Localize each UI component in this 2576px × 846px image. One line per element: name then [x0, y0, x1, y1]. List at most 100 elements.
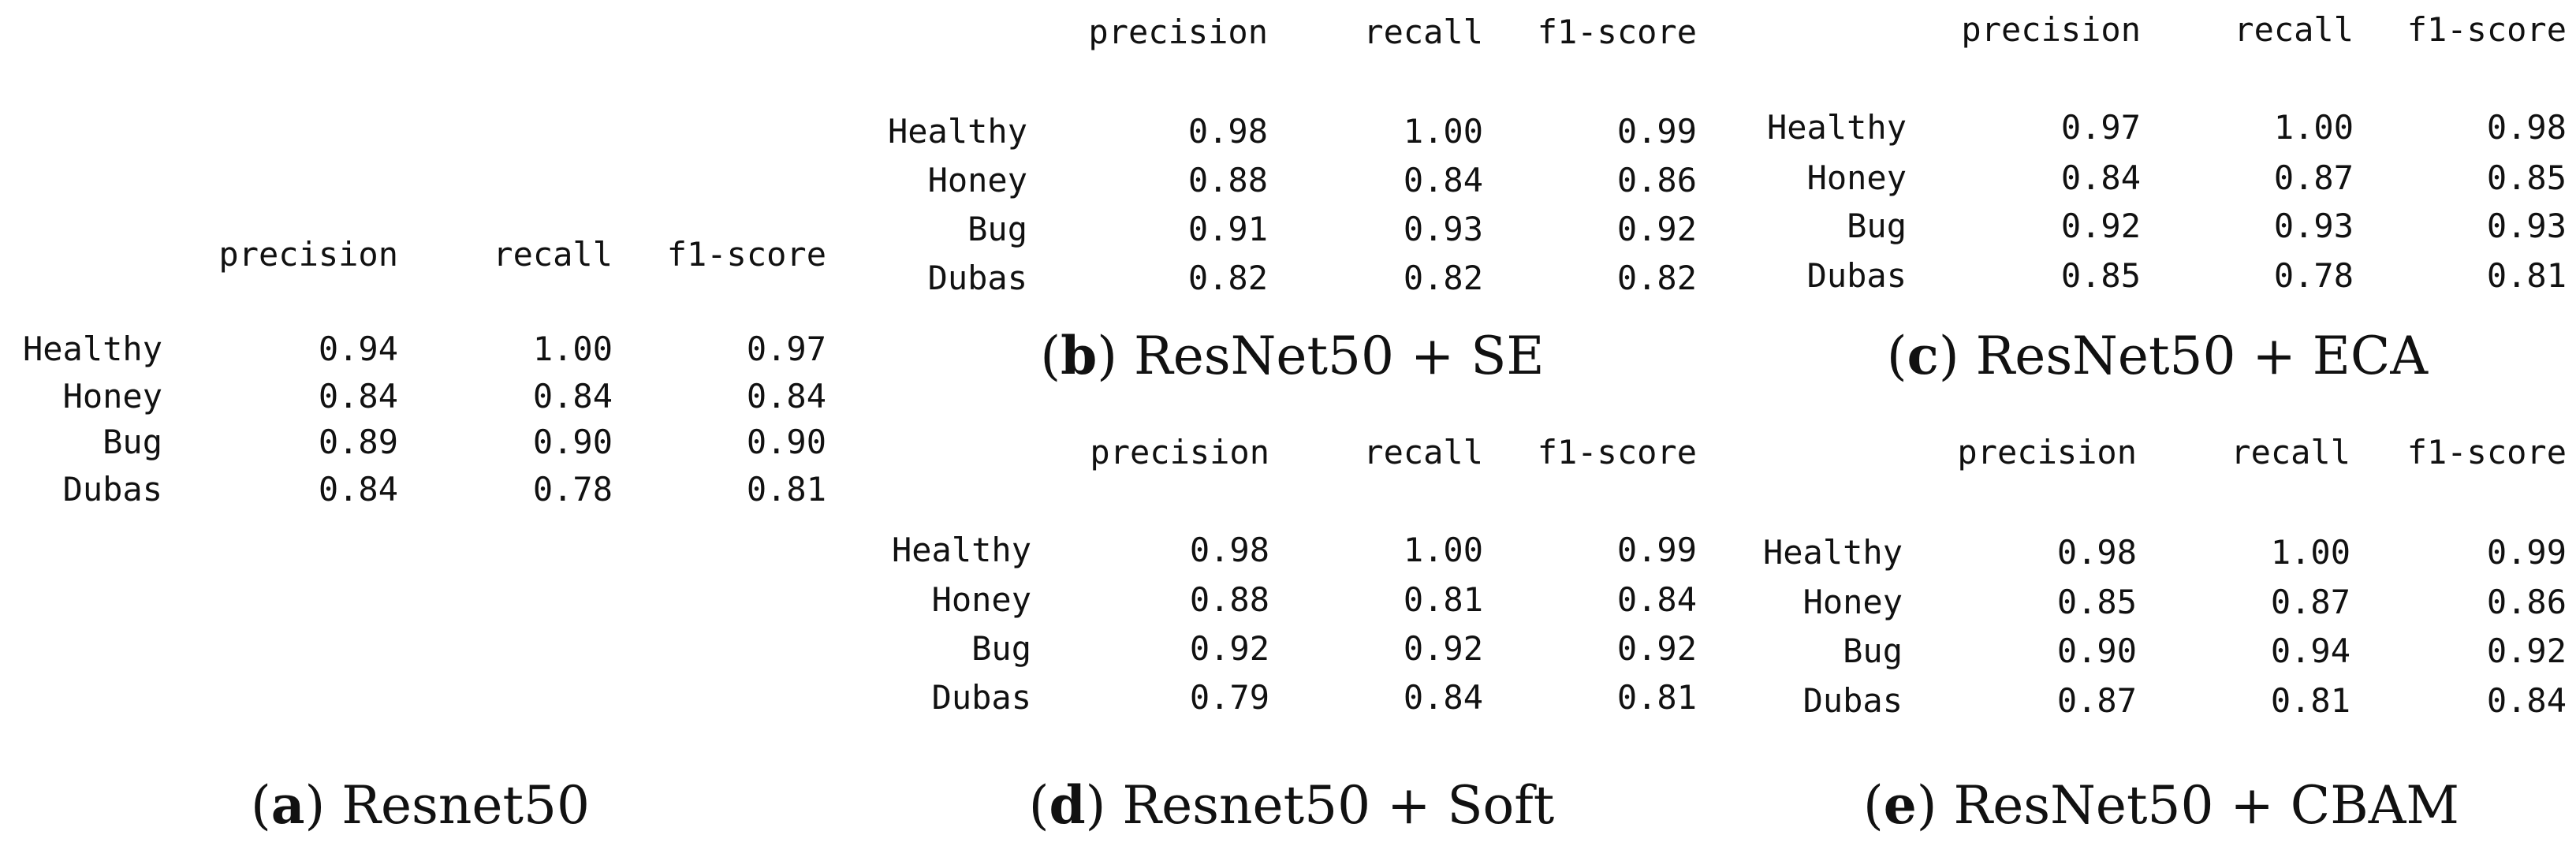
caption-letter: e	[1883, 774, 1917, 836]
column-header-recall: recall	[2231, 433, 2350, 471]
metric-value: 0.98	[2486, 108, 2567, 147]
metric-value: 0.97	[2060, 108, 2141, 147]
column-header-f1-score: f1-score	[2406, 10, 2567, 49]
column-header-f1-score: f1-score	[1537, 433, 1697, 471]
metric-value: 0.84	[1616, 580, 1697, 619]
column-header-f1-score: f1-score	[1537, 13, 1697, 51]
row-label-honey: Honey	[1802, 583, 1903, 621]
row-label-healthy: Healthy	[1762, 533, 1903, 572]
column-header-recall: recall	[1363, 13, 1483, 51]
caption-letter: d	[1049, 774, 1086, 836]
metric-value: 0.82	[1616, 259, 1697, 297]
metric-value: 0.98	[2056, 533, 2137, 572]
metric-value: 0.78	[532, 470, 613, 509]
row-label-honey: Honey	[927, 161, 1027, 199]
metric-value: 0.88	[1187, 161, 1268, 199]
row-label-bug: Bug	[1847, 207, 1907, 245]
metric-value: 0.84	[1403, 161, 1483, 199]
caption-letter: a	[270, 774, 305, 836]
row-label-honey: Honey	[1806, 158, 1907, 197]
metric-value: 0.94	[318, 330, 398, 368]
metric-value: 1.00	[2273, 108, 2354, 147]
metric-value: 0.86	[1616, 161, 1697, 199]
metric-value: 0.81	[746, 470, 826, 509]
metric-value: 0.93	[1403, 210, 1483, 248]
row-label-healthy: Healthy	[887, 112, 1027, 151]
column-header-precision: precision	[1957, 433, 2137, 471]
metric-value: 0.85	[2486, 158, 2567, 197]
metric-value: 0.82	[1187, 259, 1268, 297]
column-header-f1-score: f1-score	[2406, 433, 2567, 471]
panel-caption-a: (a) Resnet50	[251, 774, 590, 836]
metric-value: 0.81	[1616, 678, 1697, 717]
metric-value: 0.92	[1189, 629, 1269, 668]
column-header-recall: recall	[1363, 433, 1483, 471]
caption-text: Resnet50	[341, 775, 590, 836]
row-label-bug: Bug	[967, 210, 1027, 248]
metric-value: 0.86	[2486, 583, 2567, 621]
metric-value: 0.79	[1189, 678, 1269, 717]
metric-value: 0.90	[532, 423, 613, 461]
metric-value: 0.93	[2486, 207, 2567, 245]
metric-value: 0.87	[2273, 158, 2354, 197]
row-label-dubas: Dubas	[927, 259, 1027, 297]
metric-value: 1.00	[1403, 112, 1483, 151]
metric-value: 1.00	[1403, 531, 1483, 569]
metric-value: 0.81	[2270, 681, 2350, 720]
row-label-honey: Honey	[62, 377, 162, 416]
panel-caption-e: (e) ResNet50 + CBAM	[1863, 774, 2459, 836]
metric-value: 0.98	[1187, 112, 1268, 151]
metric-value: 0.85	[2056, 583, 2137, 621]
caption-text: ResNet50 + SE	[1134, 326, 1545, 386]
row-label-healthy: Healthy	[1766, 108, 1907, 147]
row-label-honey: Honey	[931, 580, 1031, 619]
column-header-precision: precision	[1961, 10, 2141, 49]
metric-value: 0.99	[1616, 531, 1697, 569]
metric-value: 0.97	[746, 330, 826, 368]
row-label-dubas: Dubas	[1806, 256, 1907, 295]
caption-text: ResNet50 + CBAM	[1953, 775, 2459, 836]
metric-value: 0.99	[2486, 533, 2567, 572]
metric-value: 0.88	[1189, 580, 1269, 619]
row-label-healthy: Healthy	[22, 330, 162, 368]
caption-letter: b	[1061, 325, 1098, 386]
metric-value: 0.87	[2270, 583, 2350, 621]
caption-text: Resnet50 + Soft	[1122, 775, 1555, 836]
row-label-healthy: Healthy	[891, 531, 1031, 569]
metric-value: 1.00	[532, 330, 613, 368]
column-header-recall: recall	[2234, 10, 2354, 49]
column-header-f1-score: f1-score	[666, 235, 826, 274]
metric-value: 0.91	[1187, 210, 1268, 248]
metric-value: 0.85	[2060, 256, 2141, 295]
metric-value: 0.90	[2056, 632, 2137, 670]
metric-value: 0.78	[2273, 256, 2354, 295]
column-header-precision: precision	[1088, 13, 1268, 51]
row-label-bug: Bug	[1843, 632, 1903, 670]
metric-value: 0.99	[1616, 112, 1697, 151]
metric-value: 0.84	[318, 377, 398, 416]
metric-value: 0.84	[318, 470, 398, 509]
metric-value: 1.00	[2270, 533, 2350, 572]
panel-caption-d: (d) Resnet50 + Soft	[1028, 774, 1555, 836]
metric-value: 0.93	[2273, 207, 2354, 245]
metric-value: 0.92	[2060, 207, 2141, 245]
metric-value: 0.82	[1403, 259, 1483, 297]
metric-value: 0.92	[1616, 629, 1697, 668]
metric-value: 0.81	[1403, 580, 1483, 619]
row-label-bug: Bug	[103, 423, 162, 461]
metric-value: 0.92	[1403, 629, 1483, 668]
caption-text: ResNet50 + ECA	[1975, 326, 2429, 386]
metric-value: 0.84	[2486, 681, 2567, 720]
metric-value: 0.84	[2060, 158, 2141, 197]
metric-value: 0.98	[1189, 531, 1269, 569]
metric-value: 0.81	[2486, 256, 2567, 295]
row-label-dubas: Dubas	[62, 470, 162, 509]
column-header-precision: precision	[218, 235, 398, 274]
metric-value: 0.84	[532, 377, 613, 416]
metric-value: 0.92	[1616, 210, 1697, 248]
row-label-dubas: Dubas	[1802, 681, 1903, 720]
metric-value: 0.84	[746, 377, 826, 416]
panel-caption-c: (c) ResNet50 + ECA	[1886, 325, 2429, 386]
metric-value: 0.87	[2056, 681, 2137, 720]
metric-value: 0.94	[2270, 632, 2350, 670]
